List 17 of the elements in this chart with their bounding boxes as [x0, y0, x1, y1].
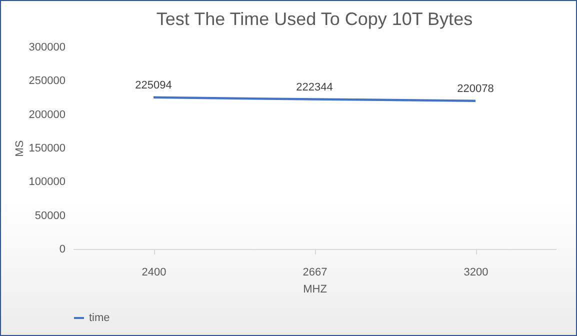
y-tick-label: 250000 — [28, 75, 66, 88]
y-tick-label: 100000 — [28, 176, 66, 188]
y-tick-label: 50000 — [34, 210, 66, 222]
legend-label: time — [89, 312, 110, 324]
x-axis-title: MHZ — [303, 284, 328, 296]
data-label: 225094 — [135, 79, 172, 92]
x-tick-label: 2667 — [302, 266, 328, 278]
y-axis-title: MS — [14, 140, 26, 157]
data-label: 222344 — [296, 81, 333, 94]
y-tick-label: 300000 — [28, 42, 66, 54]
x-tick-label: 3200 — [464, 266, 488, 278]
data-label: 220078 — [457, 82, 494, 95]
chart-title: Test The Time Used To Copy 10T Bytes — [156, 9, 473, 29]
y-tick-label: 0 — [59, 244, 66, 256]
y-tick-label: 150000 — [28, 142, 66, 154]
y-tick-label: 200000 — [28, 108, 66, 121]
x-tick-label: 2400 — [142, 266, 166, 278]
